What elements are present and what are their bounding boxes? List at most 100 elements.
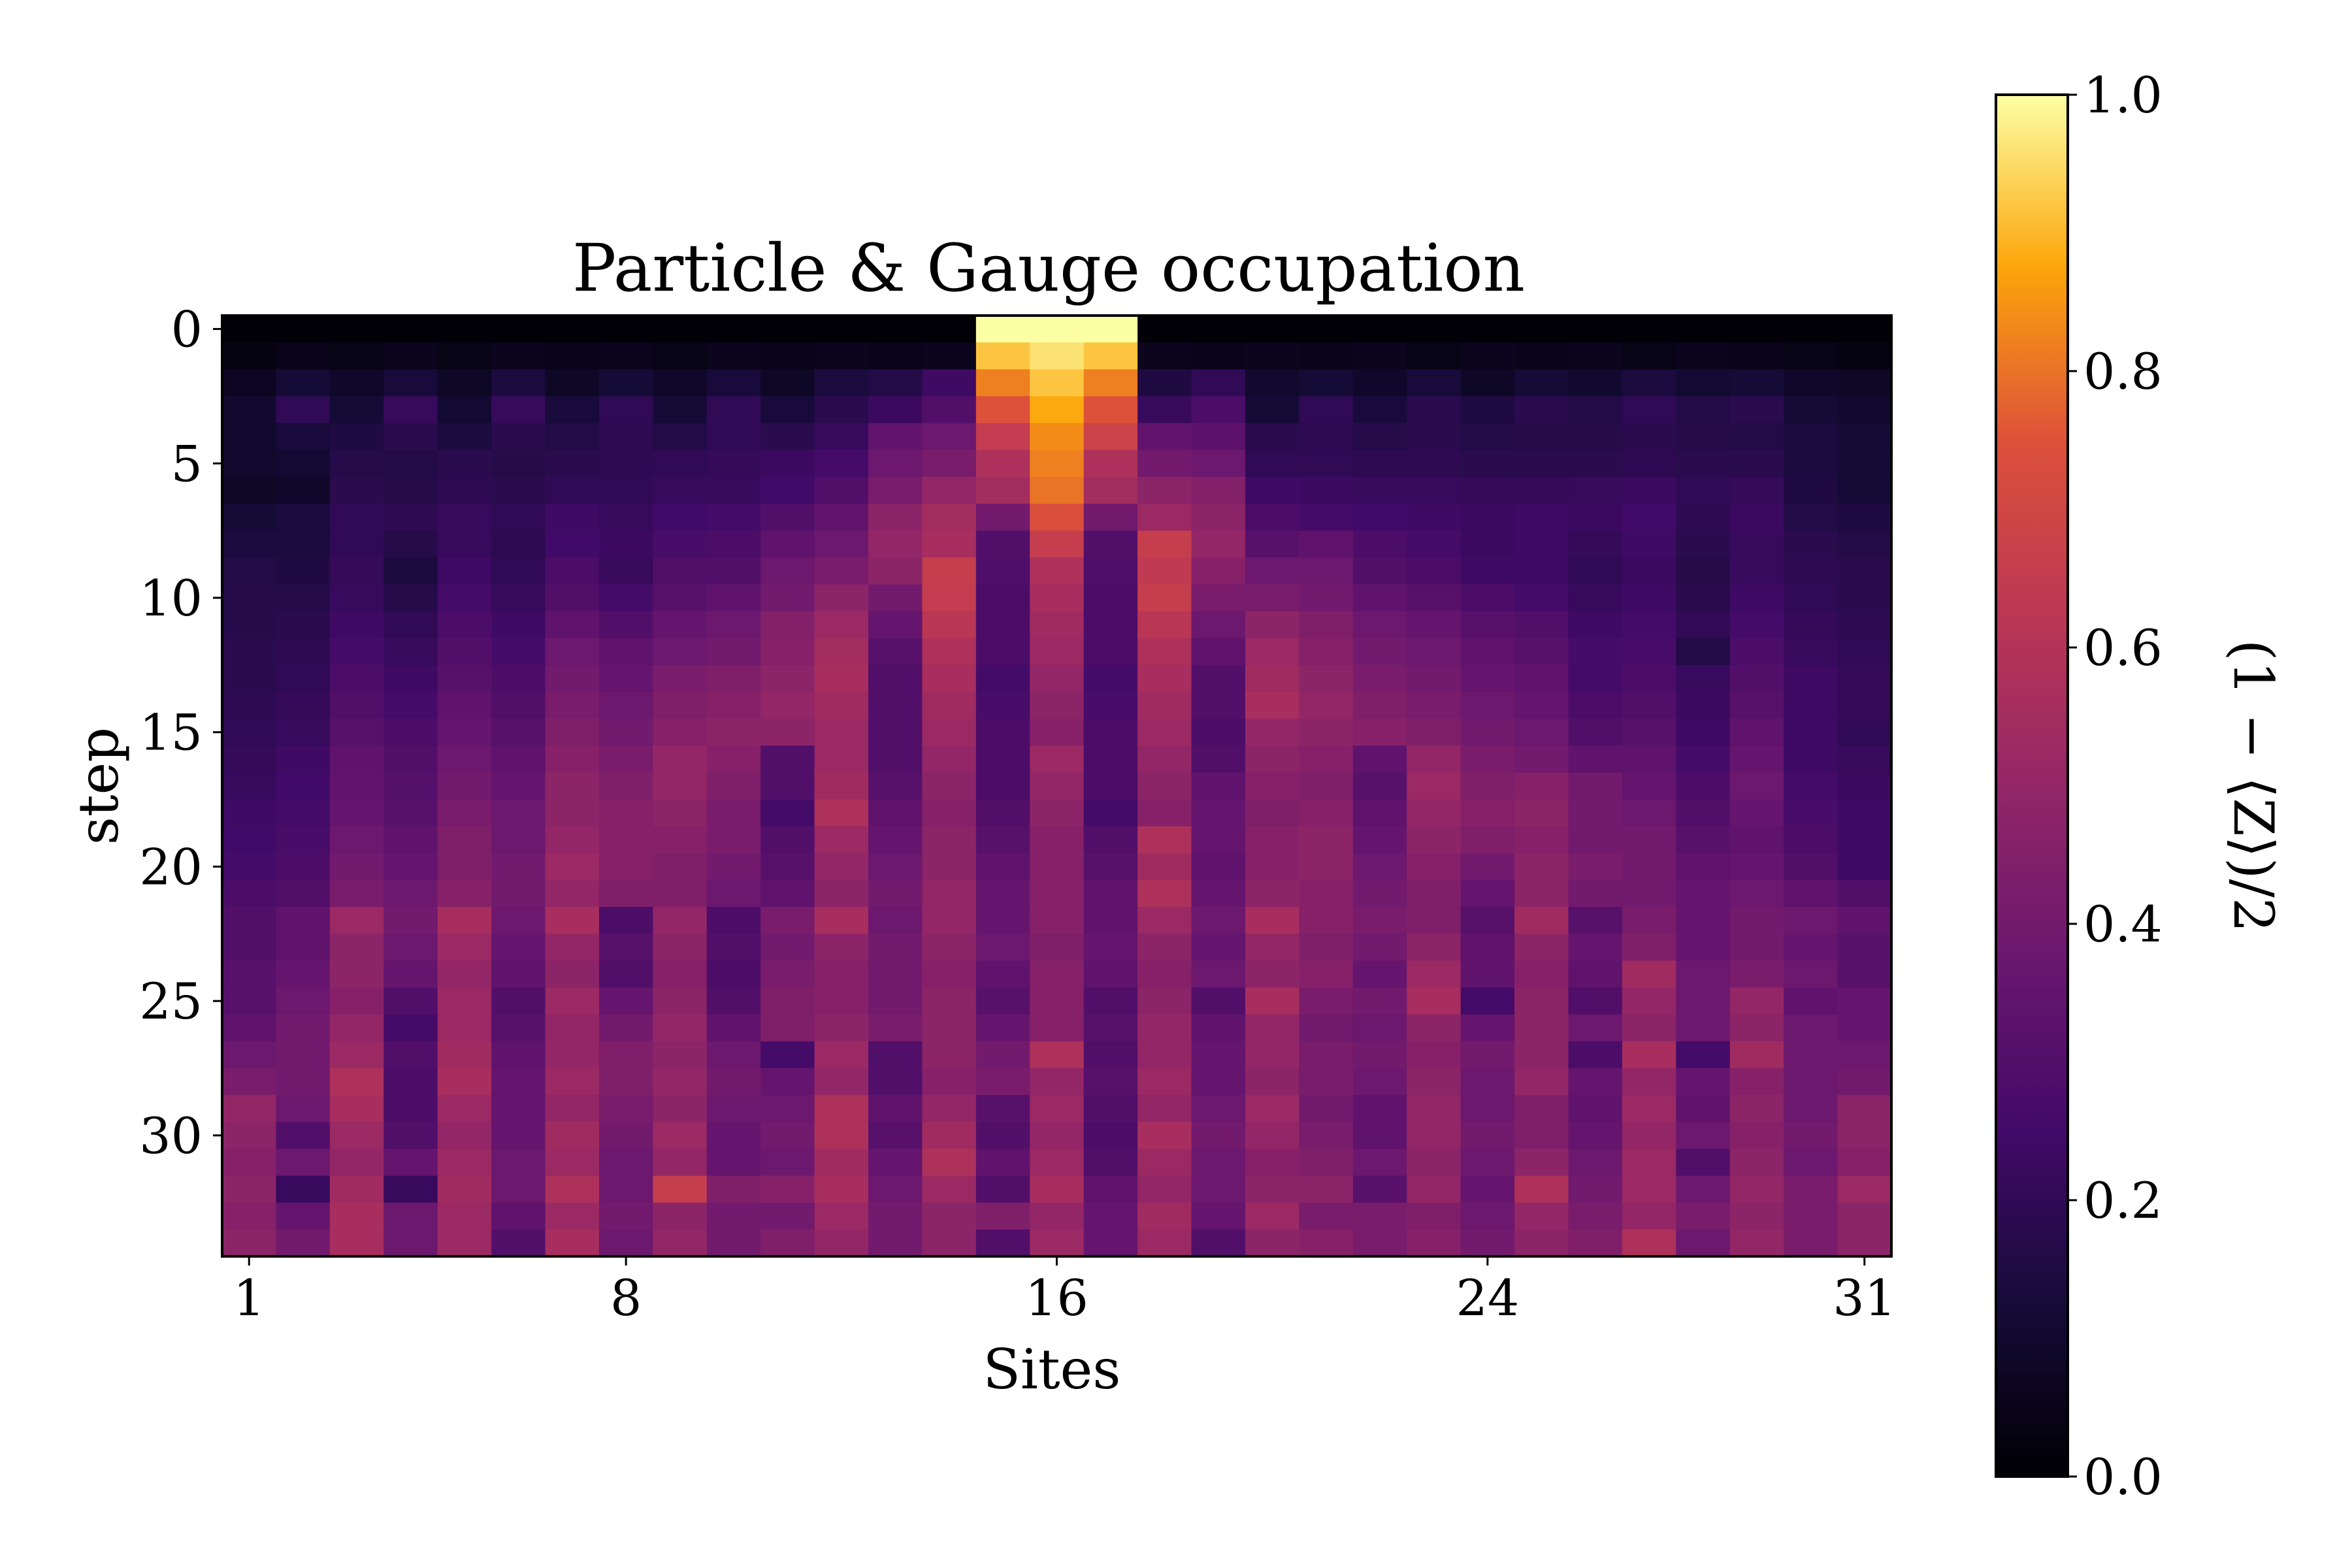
heatmap-cell: [814, 342, 869, 370]
heatmap-cell: [1352, 584, 1408, 612]
heatmap-cell: [329, 1095, 385, 1123]
heatmap-cell: [1407, 772, 1462, 800]
heatmap-cell: [1407, 1122, 1462, 1150]
heatmap-cell: [1191, 799, 1246, 827]
heatmap-cell: [1407, 557, 1462, 585]
heatmap-cell: [329, 316, 385, 343]
heatmap-cell: [1784, 1095, 1838, 1123]
heatmap-cell: [1030, 531, 1085, 559]
heatmap-cell: [706, 1175, 761, 1203]
heatmap-cell: [1299, 664, 1354, 693]
heatmap-cell: [1460, 692, 1515, 719]
heatmap-cell: [1460, 772, 1515, 800]
heatmap-cell: [1191, 987, 1246, 1015]
heatmap-cell: [1676, 1041, 1731, 1069]
heatmap-cell: [1784, 638, 1838, 666]
heatmap-cell: [1083, 611, 1138, 639]
heatmap-cell: [222, 799, 277, 827]
heatmap-cell: [1299, 880, 1354, 907]
heatmap-cell: [1514, 960, 1569, 988]
heatmap-cell: [653, 934, 708, 962]
heatmap-cell: [1407, 853, 1462, 881]
heatmap-cell: [653, 960, 708, 988]
heatmap-cell: [1568, 745, 1623, 774]
heatmap-cell: [276, 907, 331, 935]
heatmap-cell: [975, 396, 1031, 424]
heatmap-cell: [545, 880, 600, 907]
heatmap-cell: [384, 423, 438, 451]
heatmap-cell: [329, 853, 385, 881]
heatmap-cell: [653, 611, 708, 639]
heatmap-cell: [1837, 1041, 1892, 1069]
heatmap-cell: [814, 826, 869, 854]
heatmap-cell: [1083, 504, 1138, 531]
heatmap-cell: [437, 664, 492, 693]
heatmap-cell: [1083, 423, 1138, 451]
heatmap-cell: [598, 745, 654, 774]
heatmap-cell: [1784, 557, 1838, 585]
heatmap-cell: [384, 504, 438, 531]
heatmap-cell: [814, 1095, 869, 1123]
heatmap-cell: [1837, 1095, 1892, 1123]
heatmap-cell: [1676, 1068, 1731, 1096]
heatmap-cell: [868, 745, 923, 774]
heatmap-cell: [1837, 584, 1892, 612]
heatmap-cell: [222, 1149, 277, 1177]
heatmap-cell: [922, 316, 977, 343]
heatmap-cell: [1460, 584, 1515, 612]
heatmap-cell: [1676, 531, 1731, 559]
heatmap-cell: [922, 1122, 977, 1150]
heatmap-cell: [1622, 1014, 1677, 1042]
heatmap-cell: [1837, 692, 1892, 719]
heatmap-cell: [1030, 826, 1085, 854]
heatmap-cell: [1407, 316, 1462, 343]
heatmap-cell: [384, 987, 438, 1015]
heatmap-cell: [1137, 1175, 1192, 1203]
heatmap-cell: [760, 772, 815, 800]
heatmap-cell: [545, 1068, 600, 1096]
y-tick-label: 15: [139, 704, 203, 762]
heatmap-cell: [491, 960, 546, 988]
heatmap-cell: [1191, 1175, 1246, 1203]
heatmap-cell: [1460, 638, 1515, 666]
heatmap-cell: [1137, 638, 1192, 666]
heatmap-cell: [1352, 449, 1408, 478]
heatmap-cell: [1352, 316, 1408, 343]
heatmap-cell: [384, 1095, 438, 1123]
heatmap-cell: [1837, 745, 1892, 774]
heatmap-cell: [1729, 745, 1784, 774]
heatmap-cell: [868, 531, 923, 559]
heatmap-cell: [384, 1175, 438, 1203]
heatmap-cell: [814, 1202, 869, 1230]
heatmap-cell: [545, 611, 600, 639]
heatmap-cell: [814, 799, 869, 827]
heatmap-cell: [1837, 664, 1892, 693]
heatmap-cell: [1729, 1095, 1784, 1123]
heatmap-cell: [437, 772, 492, 800]
heatmap-cell: [1460, 449, 1515, 478]
heatmap-cell: [1245, 316, 1300, 343]
heatmap-cell: [276, 987, 331, 1015]
heatmap-cell: [760, 853, 815, 881]
heatmap-cell: [706, 557, 761, 585]
heatmap-cell: [1299, 369, 1354, 397]
heatmap-cell: [1460, 1095, 1515, 1123]
heatmap-cell: [1352, 342, 1408, 370]
heatmap-cell: [975, 692, 1031, 719]
heatmap-cell: [1137, 719, 1192, 747]
heatmap-cell: [1030, 719, 1085, 747]
heatmap-cell: [329, 396, 385, 424]
heatmap-cell: [1729, 1175, 1784, 1203]
heatmap-cell: [1407, 396, 1462, 424]
heatmap-cell: [1460, 826, 1515, 854]
heatmap-cell: [598, 611, 654, 639]
heatmap-cell: [1676, 369, 1731, 397]
heatmap-cell: [384, 1068, 438, 1096]
heatmap-cell: [922, 692, 977, 719]
heatmap-cell: [975, 316, 1031, 343]
heatmap-cell: [1622, 611, 1677, 639]
heatmap-cell: [975, 611, 1031, 639]
heatmap-cell: [598, 423, 654, 451]
heatmap-cell: [706, 826, 761, 854]
heatmap-cell: [1407, 1041, 1462, 1069]
